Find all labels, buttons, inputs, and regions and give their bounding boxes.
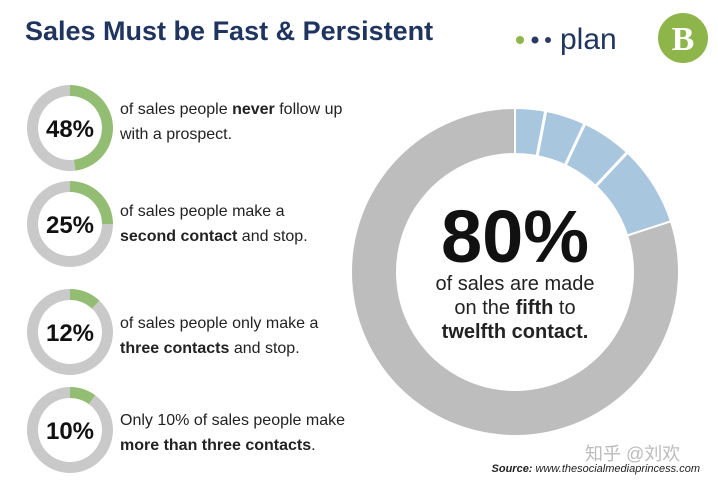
logo-dot [516, 36, 524, 44]
watermark: 知乎 @刘欢 [585, 444, 680, 464]
value-label: 80% [441, 195, 589, 278]
source: Source: www.thesocialmediaprincess.com [492, 463, 700, 475]
description: of sales people make a second contact an… [120, 199, 320, 249]
value-label: 48% [46, 116, 94, 143]
text-run: of sales are made on the [435, 273, 595, 319]
donut-value [350, 106, 680, 437]
segment-divider [563, 122, 587, 166]
donut-value [70, 289, 100, 309]
value-label: 12% [46, 320, 94, 347]
text-run: never [232, 101, 275, 118]
source-label: Source: [492, 463, 533, 475]
segment-divider [594, 151, 629, 188]
text-run: follow up with a prospect. [120, 101, 343, 143]
text-run: . [311, 437, 316, 454]
text-run: and stop. [229, 340, 300, 357]
source-url: www.thesocialmediaprincess.com [536, 463, 700, 475]
value-label: 10% [46, 418, 94, 445]
text-run: of sales people only make a [120, 315, 319, 332]
text-run: of sales people [120, 101, 233, 118]
donut-value [70, 85, 114, 171]
text-run: twelfth contact. [441, 321, 589, 343]
logo-letter: B [672, 21, 695, 58]
logo-dot [545, 37, 551, 43]
text-run: to [553, 297, 576, 319]
donut-track [27, 85, 76, 171]
logo-dot [531, 36, 539, 44]
text-run: fifth [515, 297, 554, 319]
logo-text: plan [560, 23, 617, 56]
title: Sales Must be Fast & Persistent [25, 16, 433, 46]
text-run: and stop. [237, 228, 308, 245]
text-run: three contacts [120, 340, 230, 357]
description: of sales people never follow up with a p… [120, 97, 350, 147]
text-run: Only 10% of sales people make [120, 412, 346, 429]
description: Only 10% of sales people make more than … [120, 408, 380, 458]
description: of sales people only make a three contac… [120, 311, 360, 361]
logo-circle [658, 13, 708, 63]
text-run: more than three contacts [120, 437, 312, 454]
value-label: 25% [46, 212, 94, 239]
donut-value [70, 387, 96, 405]
segment-divider [535, 110, 548, 157]
description: of sales are made on the fifth to twelft… [425, 272, 605, 344]
text-run: second contact [120, 228, 238, 245]
text-run: of sales people make a [120, 203, 285, 220]
donut-value [70, 181, 113, 224]
